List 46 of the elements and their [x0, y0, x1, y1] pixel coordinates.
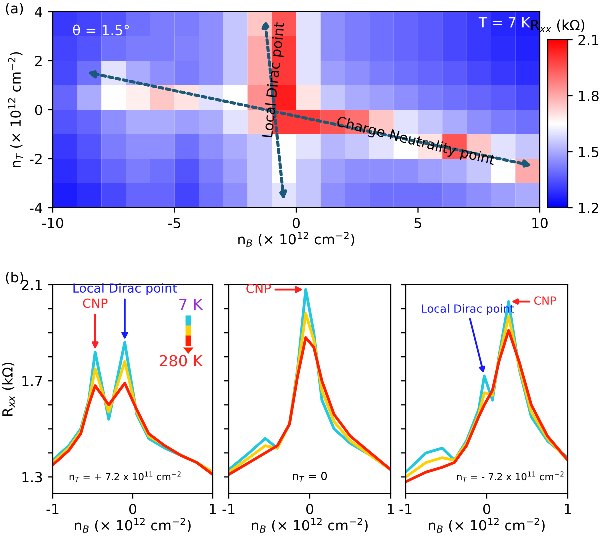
annotation: Local Dirac point — [74, 283, 178, 296]
x-tick-label: 0 — [292, 218, 300, 228]
color-bar-label: 1.8 — [579, 90, 599, 102]
y-tick-label: 1.3 — [22, 472, 42, 483]
y-tick-label: 1.7 — [22, 376, 42, 386]
x-tick-label: 0 — [129, 504, 136, 514]
annotation: θ = 1.5° — [73, 24, 130, 36]
y-tick-label: 2.1 — [22, 280, 42, 290]
color-bar-label: 2.1 — [578, 34, 599, 46]
x-tick-label: 1 — [388, 504, 394, 514]
x-tick-label: 10 — [532, 218, 548, 228]
x-axis-title: n$_{B}$ (× 10$^{12}$ cm$^{−2}$) — [75, 518, 191, 533]
x-tick-label: -5 — [168, 218, 180, 228]
annotation: 280 K — [160, 355, 204, 367]
y-tick-label: 0 — [35, 104, 42, 116]
color-bar-label: 1.2 — [579, 202, 598, 214]
y-tick-label: 4 — [35, 7, 42, 18]
color-bar-label: 1.5 — [579, 147, 599, 158]
x-axis-title: n$_{B}$ (× 10$^{12}$ cm$^{−2}$) — [238, 232, 354, 247]
x-tick-label: -1 — [46, 504, 59, 514]
annotation: n$_{T}$ = 0 — [293, 472, 328, 482]
y-tick-label: 2 — [35, 56, 42, 66]
x-tick-label: 0 — [306, 504, 314, 514]
x-tick-label: -1 — [400, 504, 412, 514]
text: (b) — [6, 272, 24, 284]
y-tick-label: -4 — [30, 203, 42, 214]
annotation: n$_{T}$ = + 7.2 x 10$^{11}$ cm$^{−2}$ — [70, 472, 181, 482]
x-tick-label: -1 — [222, 504, 235, 514]
x-tick-label: 1 — [210, 504, 216, 514]
text: (a) — [6, 3, 24, 16]
x-tick-label: 1 — [565, 504, 572, 514]
y-axis-title: R$_{xx}$ (kΩ) — [2, 362, 16, 416]
x-tick-label: 5 — [414, 218, 422, 228]
annotation: CNP — [534, 296, 556, 306]
annotation: T = 7 K — [478, 17, 531, 28]
x-tick-label: 0 — [483, 504, 490, 514]
x-tick-label: -10 — [42, 218, 64, 228]
x-axis-title: n$_{B}$ (× 10$^{12}$ cm$^{−2}$) — [429, 518, 545, 533]
annotation: Local Dirac point — [262, 22, 288, 138]
y-axis-title: n$_{T}$ (× 10$^{12}$ cm$^{−2}$) — [8, 52, 24, 168]
annotation: 7 K — [180, 298, 204, 310]
annotation: CNP — [246, 284, 272, 294]
x-axis-title: n$_{B}$ (× 10$^{12}$ cm$^{−2}$) — [252, 518, 368, 533]
annotation: CNP — [83, 298, 108, 308]
y-tick-label: -2 — [30, 154, 42, 164]
annotation: n$_{T}$ = - 7.2 x 10$^{11}$ cm$^{−2}$ — [457, 472, 564, 482]
